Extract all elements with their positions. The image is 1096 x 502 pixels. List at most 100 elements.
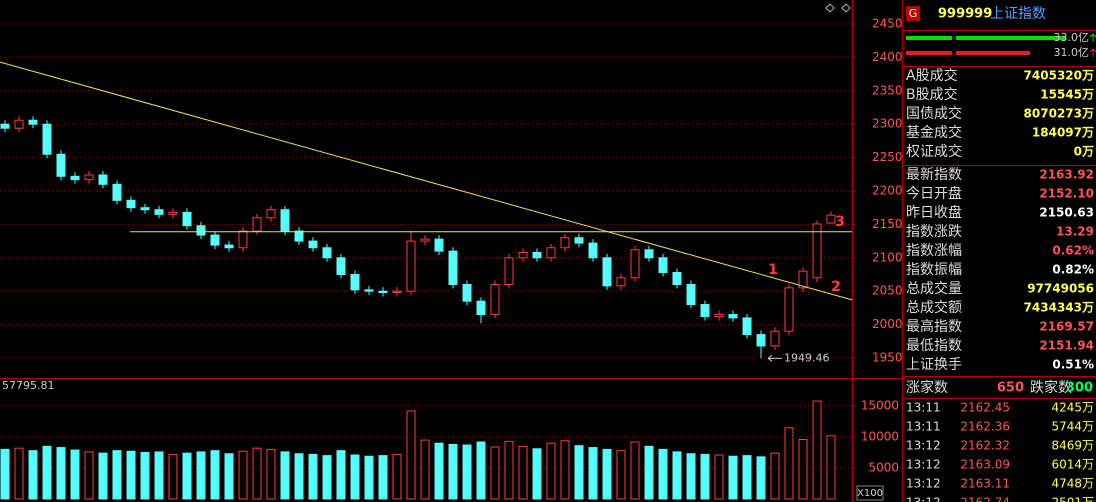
candle-body [0,123,10,129]
volume-bar [434,442,444,500]
trade-time: 13:12 [906,458,941,472]
quote-label: 指数涨幅 [906,243,962,259]
volume-tick-label: 5000 [868,461,899,475]
candle-body [476,300,486,316]
volume-bar [364,455,374,500]
low-label: 1949.46 [784,351,830,364]
advance-label: 涨家数 [906,379,948,396]
candle-body [812,223,822,279]
quote-label: 总成交量 [906,280,962,297]
quote-value: 2169.57 [1039,320,1094,334]
candle-body [210,234,220,246]
y-tick-label: 2150 [872,217,903,231]
trade-time: 13:12 [906,477,941,491]
volume-bar [238,450,248,500]
candle-body [826,214,836,224]
candle-body [798,270,808,289]
candle-body [770,330,780,347]
quote-value: 0.82% [1052,263,1094,277]
quote-label: 指数振幅 [906,262,962,278]
trade-time: 13:11 [906,420,941,434]
quote-label: 基金成交 [906,124,962,141]
quote-value: 0.51% [1052,358,1094,372]
volume-bar [490,446,500,500]
volume-bar [42,445,52,500]
quote-value: 2163.92 [1039,168,1094,182]
quote-label: 国债成交 [906,105,962,122]
candle-body [448,250,458,286]
trade-time: 13:11 [906,401,941,415]
trend-line [0,61,853,301]
y-tick-label: 2200 [872,184,903,198]
volume-bar [224,453,234,500]
volume-bar [28,450,38,500]
candle-body [602,257,612,287]
quote-label: 指数涨跌 [906,224,962,240]
candle-body [714,314,724,318]
volume-bar [798,439,808,500]
trade-volume: 4245万 [1051,401,1094,415]
trade-price: 2163.09 [960,458,1010,472]
volume-bar [518,445,528,500]
volume-bar [280,451,290,500]
candle-body [532,251,542,259]
volume-bar [588,447,598,500]
y-tick-label: 2100 [872,250,903,264]
volume-bar [322,455,332,500]
buy-bar [906,36,952,40]
icon-letter: G [909,7,918,20]
y-tick-label: 2400 [872,50,903,64]
icon-box [906,6,920,21]
volume-header: 57795.81 [2,379,55,392]
candle-body [378,290,388,294]
volume-bar [0,448,10,500]
candle-body [490,284,500,316]
decline-label: 跌家数 [1030,379,1072,396]
candle-body [588,242,598,259]
volume-bar [154,451,164,500]
quote-value: 7434343万 [1024,301,1094,315]
volume-bar [630,441,640,500]
candle-body [784,287,794,332]
candle-body [294,230,304,242]
volume-bar [644,445,654,500]
candle-body [84,174,94,181]
sell-bar [956,51,1030,55]
volume-bar [126,450,136,500]
quote-value: 2150.63 [1039,206,1094,220]
volume-bar [140,452,150,500]
window-icon[interactable] [825,3,851,13]
candle-body [308,240,318,249]
arrow-icon [1089,33,1096,42]
volume-bar [56,447,66,500]
y-tick-label: 2050 [872,284,903,298]
volume-bar [406,410,416,500]
volume-bar [182,452,192,500]
quote-label: A股成交 [906,67,958,84]
quote-value: 15545万 [1040,88,1094,102]
candle-body [574,237,584,244]
candle-body [756,334,766,347]
volume-bar [826,435,836,500]
volume-bar [336,450,346,500]
volume-bar [196,451,206,500]
candle-body [504,257,514,286]
candle-body [686,284,696,306]
low-arrow [767,354,782,362]
volume-bar [784,427,794,500]
volume-bar [266,448,276,500]
candle-body [280,209,290,232]
y-tick-label: 1950 [872,350,903,364]
trade-price: 2162.32 [960,439,1010,453]
candle-body [56,153,66,177]
volume-bar [812,400,822,500]
quote-label: 权证成交 [906,143,962,160]
sell-bar [906,51,952,55]
advance-count: 650 [997,381,1024,396]
candle-body [434,238,444,252]
candle-body [420,238,430,242]
trade-price: 2162.74 [960,496,1010,502]
candle-body [126,199,136,209]
quote-value: 2152.10 [1039,187,1094,201]
